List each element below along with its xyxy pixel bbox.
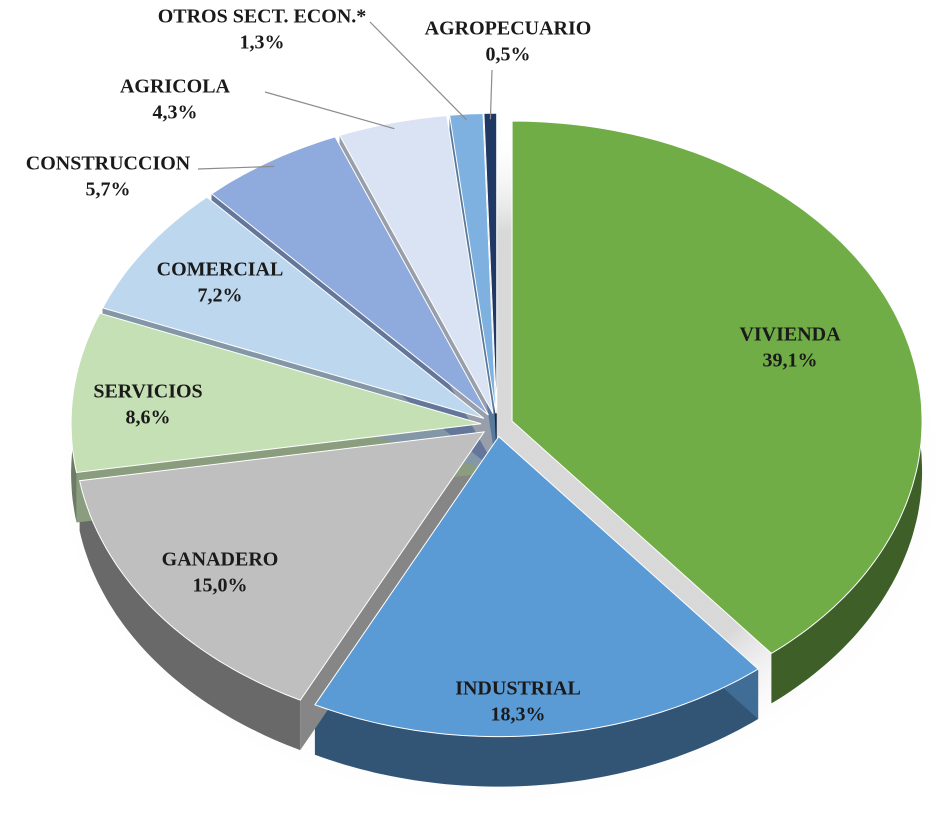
slice-category-label: SERVICIOS xyxy=(93,381,202,403)
slice-value-label: 0,5% xyxy=(486,44,531,66)
leader-line xyxy=(197,165,275,170)
leader-line xyxy=(264,91,395,130)
slice-value-label: 5,7% xyxy=(86,179,131,201)
slice-category-label: CONSTRUCCION xyxy=(26,153,191,175)
pie-slice xyxy=(101,196,485,419)
slice-category-label: AGRICOLA xyxy=(120,76,231,98)
slice-side xyxy=(79,480,301,751)
slice-value-label: 15,0% xyxy=(193,575,248,597)
pie-slice xyxy=(210,136,489,416)
pie-slice xyxy=(511,120,923,655)
leader-line xyxy=(369,21,468,121)
slice-category-label: COMERCIAL xyxy=(157,259,284,281)
slice-value-label: 7,2% xyxy=(198,285,243,307)
slice-category-label: AGROPECUARIO xyxy=(425,18,592,40)
pie-slice xyxy=(78,431,486,701)
slice-category-label: INDUSTRIAL xyxy=(455,678,581,700)
leader-line xyxy=(489,69,493,120)
slice-value-label: 39,1% xyxy=(763,350,818,372)
slice-category-label: GANADERO xyxy=(162,549,279,571)
pie-slice xyxy=(449,112,497,414)
slice-value-label: 1,3% xyxy=(240,32,285,54)
slice-category-label: VIVIENDA xyxy=(739,324,841,346)
slice-category-label: OTROS SECT. ECON.* xyxy=(158,6,367,28)
slice-side xyxy=(314,669,759,787)
slice-value-label: 18,3% xyxy=(491,704,546,726)
slice-value-label: 4,3% xyxy=(153,102,198,124)
pie-slice xyxy=(338,115,494,414)
pie-slice xyxy=(70,312,482,474)
pie-slice xyxy=(314,435,759,738)
slice-value-label: 8,6% xyxy=(126,407,171,429)
